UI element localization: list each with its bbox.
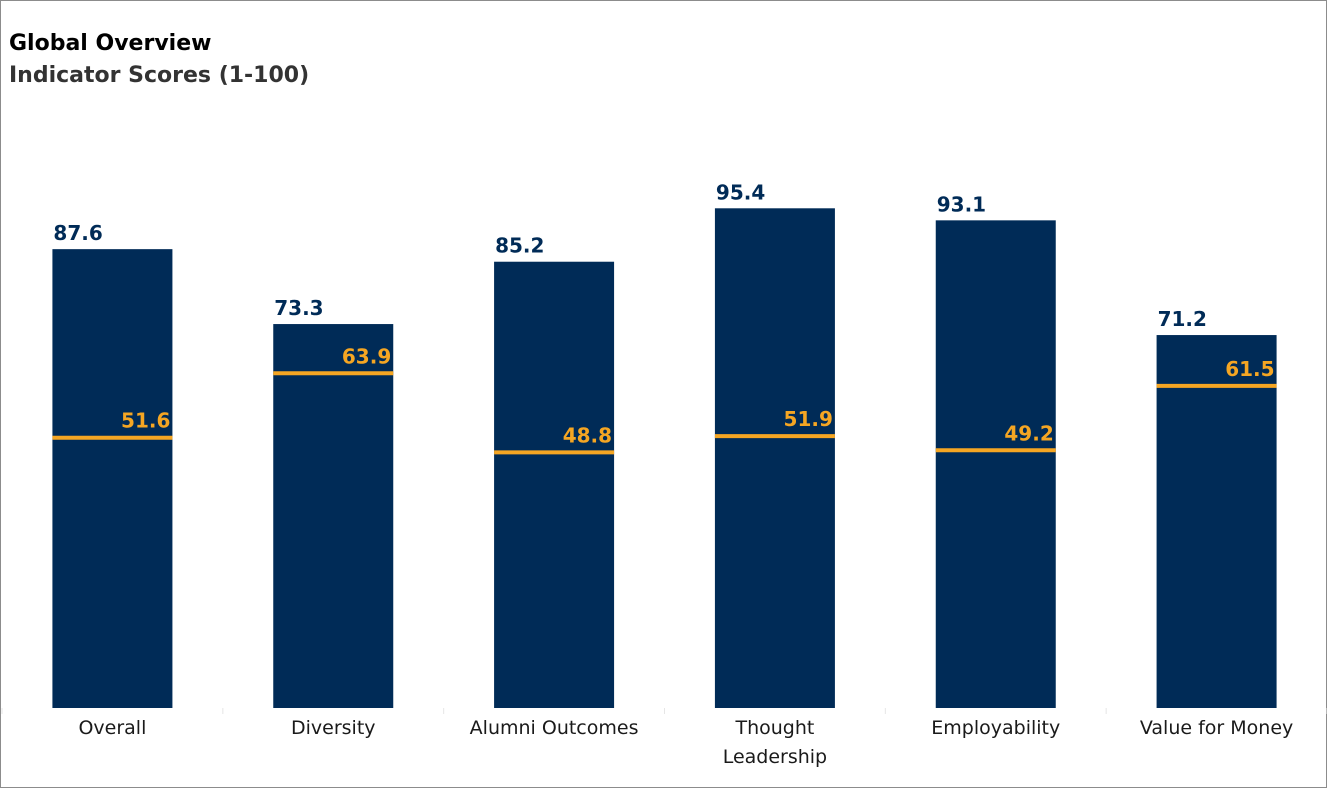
category-label: Alumni Outcomes [470,717,639,739]
bar-value-label: 85.2 [495,234,544,258]
benchmark-value-label: 61.5 [1225,357,1274,381]
bar [714,208,835,708]
bar [273,324,394,708]
category-label: Value for Money [1140,717,1293,739]
bar-value-label: 87.6 [53,221,102,245]
bar-value-label: 73.3 [274,296,323,320]
bar-value-label: 95.4 [716,180,765,204]
benchmark-value-label: 48.8 [563,423,612,447]
bar [1156,335,1277,708]
benchmark-value-label: 63.9 [342,344,391,368]
bar [935,220,1056,708]
category-label: Employability [931,717,1060,739]
benchmark-value-label: 51.6 [121,409,170,433]
category-label: Leadership [723,746,827,768]
benchmark-value-label: 51.9 [784,407,833,431]
bar-value-label: 93.1 [937,192,986,216]
category-label: Overall [78,717,146,739]
chart-subtitle: Indicator Scores (1-100) [9,63,310,88]
category-label: Diversity [291,717,376,739]
chart-title: Global Overview [9,31,212,56]
benchmark-value-label: 49.2 [1004,421,1053,445]
bar-value-label: 71.2 [1158,307,1207,331]
category-label: Thought [734,717,814,739]
bar [52,249,173,709]
bar [494,261,615,708]
